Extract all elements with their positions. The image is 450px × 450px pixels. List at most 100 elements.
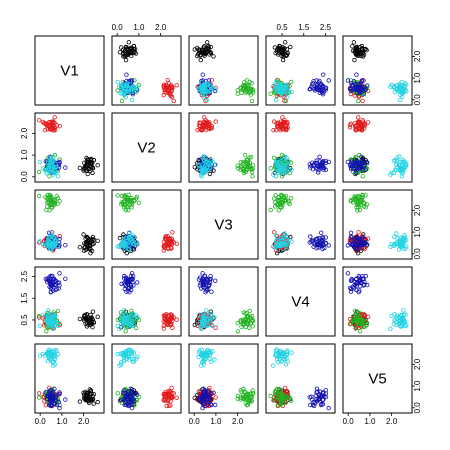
data-point: [357, 45, 363, 50]
data-point: [121, 237, 126, 243]
data-point: [323, 167, 329, 172]
data-point: [348, 165, 354, 170]
data-point: [321, 72, 326, 77]
data-point: [201, 314, 206, 320]
data-point: [207, 282, 212, 287]
data-point: [363, 193, 368, 198]
data-point: [288, 195, 294, 201]
data-point: [162, 316, 168, 321]
data-point: [124, 402, 129, 408]
panel-V4-vs-V1: [34, 266, 105, 337]
panel-frame: [34, 112, 105, 183]
data-point: [126, 348, 131, 353]
data-point: [363, 167, 368, 172]
data-point: [135, 314, 140, 320]
data-point: [201, 351, 206, 357]
data-point: [243, 317, 249, 322]
data-point: [46, 323, 51, 328]
data-point: [40, 312, 46, 318]
y-tick-label: 0.0: [413, 402, 422, 414]
data-point: [121, 232, 126, 237]
y-tick-label: 0.5: [20, 314, 29, 326]
data-point: [57, 271, 62, 276]
data-point: [283, 120, 288, 125]
data-point: [51, 314, 56, 320]
data-point: [126, 315, 132, 320]
data-point: [352, 82, 358, 87]
data-point: [95, 162, 100, 168]
data-point: [351, 40, 357, 45]
data-point: [52, 125, 57, 130]
data-point: [36, 117, 42, 123]
data-point: [276, 52, 281, 57]
data-point: [42, 399, 47, 404]
data-point: [197, 348, 202, 353]
data-point: [273, 233, 279, 238]
data-point: [123, 329, 128, 334]
data-point: [245, 87, 251, 93]
data-point: [48, 246, 53, 251]
data-point: [235, 163, 240, 168]
data-point: [392, 234, 397, 240]
data-point: [213, 395, 218, 400]
data-point: [201, 168, 206, 173]
data-point: [123, 242, 128, 247]
data-point: [121, 317, 126, 323]
data-point: [276, 396, 281, 401]
data-point: [205, 394, 211, 399]
data-point: [274, 163, 279, 168]
data-point: [50, 170, 55, 175]
data-point: [319, 394, 324, 399]
data-point: [316, 80, 322, 85]
panel-V3-vs-V4: [265, 189, 336, 260]
data-point: [55, 174, 61, 179]
data-point: [204, 40, 210, 45]
data-point: [52, 170, 58, 176]
data-point: [202, 397, 207, 403]
data-point: [130, 318, 136, 323]
data-point: [207, 398, 212, 404]
data-point: [276, 198, 281, 204]
panel-frame: [342, 343, 413, 414]
data-point: [277, 88, 282, 94]
data-point: [200, 48, 205, 53]
panel-V1-vs-V1: V1: [34, 35, 105, 106]
data-point: [117, 326, 122, 331]
y-tick-label: 1.0: [413, 226, 422, 238]
data-point: [274, 97, 279, 103]
data-point: [282, 162, 287, 168]
data-point: [268, 207, 273, 213]
data-point: [200, 72, 205, 77]
data-point: [348, 230, 354, 235]
data-point: [397, 314, 402, 320]
x-tick-label: 1.5: [298, 23, 310, 32]
data-point: [45, 160, 51, 166]
data-point: [50, 322, 55, 327]
data-point: [315, 398, 320, 404]
data-point: [205, 168, 211, 173]
data-point: [283, 98, 289, 104]
data-point: [403, 87, 408, 92]
data-point: [126, 246, 131, 251]
data-point: [115, 79, 120, 85]
data-point: [51, 154, 56, 159]
data-point: [206, 312, 211, 318]
data-point: [272, 230, 277, 235]
x-tick-label: 0.0: [112, 23, 124, 32]
data-point: [205, 317, 211, 323]
data-point: [87, 387, 92, 392]
data-point: [194, 45, 200, 51]
panel-V3-vs-V2: [111, 189, 182, 260]
data-point: [283, 385, 288, 391]
data-point: [131, 396, 136, 402]
data-point: [323, 85, 328, 90]
data-point: [87, 243, 92, 248]
data-point: [284, 242, 290, 247]
data-point: [199, 91, 205, 96]
data-point: [360, 317, 365, 323]
data-point: [248, 88, 253, 93]
data-point: [279, 237, 285, 243]
panel-frame: [111, 266, 182, 337]
data-point: [118, 85, 124, 90]
data-point: [283, 197, 288, 202]
